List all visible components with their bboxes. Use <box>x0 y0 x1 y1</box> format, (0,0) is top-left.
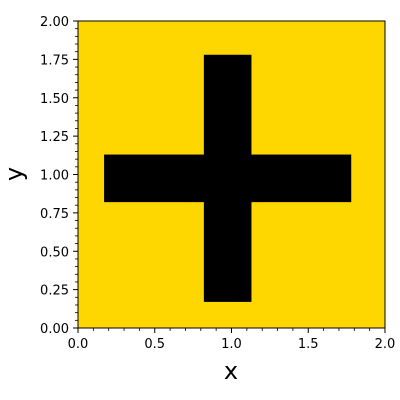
y-tick-label: 0.50 <box>40 245 69 260</box>
y-axis-label: y <box>0 167 28 181</box>
x-tick-label: 2.0 <box>375 337 396 352</box>
y-tick-label: 0.25 <box>40 284 69 299</box>
x-axis-label: x <box>224 357 238 385</box>
y-tick-label: 1.00 <box>40 169 69 184</box>
x-tick-label: 0.0 <box>68 337 89 352</box>
y-tick-label: 1.75 <box>40 53 69 68</box>
x-tick-label: 0.5 <box>144 337 165 352</box>
cross-horizontal-bar <box>104 154 352 203</box>
y-tick-label: 1.50 <box>40 92 69 107</box>
x-tick-label: 1.0 <box>221 337 242 352</box>
y-tick-label: 2.00 <box>40 15 69 30</box>
y-tick-label: 1.25 <box>40 130 69 145</box>
y-tick-label: 0.75 <box>40 207 69 222</box>
y-tick-label: 0.00 <box>40 322 69 337</box>
x-tick-label: 1.5 <box>298 337 319 352</box>
